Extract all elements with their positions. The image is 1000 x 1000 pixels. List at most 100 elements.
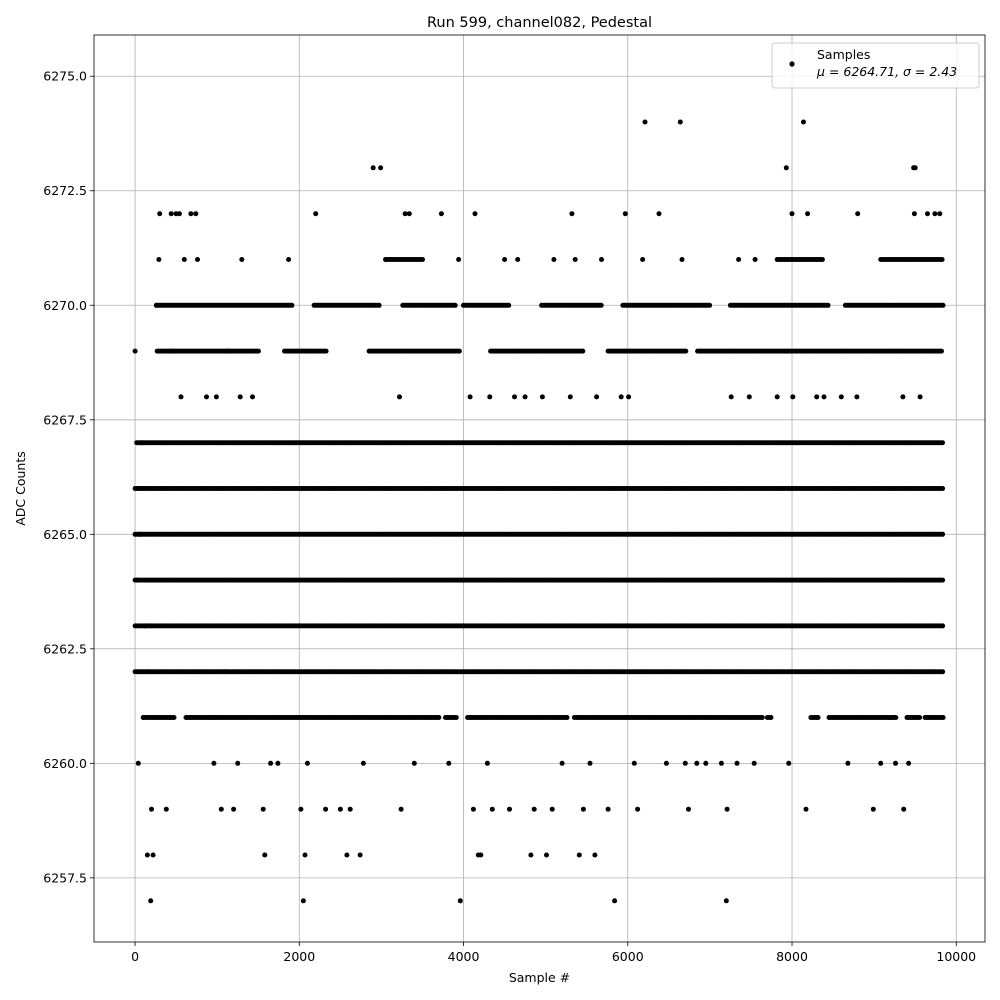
data-point — [378, 165, 384, 171]
data-point — [472, 211, 478, 217]
data-point — [618, 394, 624, 400]
data-point — [467, 394, 473, 400]
data-point — [626, 394, 632, 400]
data-point — [225, 348, 231, 354]
data-point — [640, 257, 646, 262]
axis-ticks: 0 2000 4000 6000 8000 10000 6257.5 6260.0 6262.5… — [43, 69, 976, 964]
data-point — [572, 257, 578, 262]
data-point — [723, 898, 729, 904]
y-tick-label: 6275.0 — [43, 69, 87, 84]
data-point — [683, 348, 689, 354]
data-point — [677, 119, 683, 125]
data-point — [140, 715, 146, 720]
data-point — [893, 715, 899, 720]
data-point — [181, 257, 187, 262]
y-tick-label: 6265.0 — [43, 527, 87, 542]
data-point — [150, 852, 156, 858]
data-point — [786, 760, 792, 766]
data-point — [940, 669, 946, 675]
data-point — [878, 760, 884, 766]
data-point — [838, 394, 844, 400]
data-point — [587, 760, 593, 766]
data-point — [213, 394, 219, 400]
data-point — [911, 211, 917, 217]
data-point — [940, 577, 946, 583]
x-tick-label: 10000 — [936, 949, 976, 964]
y-tick-label: 6272.5 — [43, 183, 87, 198]
data-point — [250, 394, 255, 400]
data-point — [275, 760, 281, 766]
data-point — [149, 806, 154, 812]
data-point — [718, 760, 724, 766]
data-point — [420, 257, 425, 262]
data-point — [917, 715, 923, 720]
data-point — [564, 715, 570, 720]
data-point — [156, 257, 162, 262]
data-point — [176, 211, 182, 217]
data-point — [528, 852, 534, 858]
data-point — [144, 852, 150, 858]
data-point — [663, 760, 669, 766]
data-point — [484, 760, 490, 766]
data-point — [724, 806, 730, 812]
data-point — [940, 302, 946, 308]
scatter-points — [132, 119, 946, 904]
data-point — [531, 806, 537, 812]
data-point — [135, 760, 141, 766]
data-point — [940, 623, 946, 629]
data-point — [313, 211, 319, 217]
data-point — [506, 302, 512, 308]
data-point — [360, 760, 366, 766]
data-point — [489, 806, 495, 812]
x-tick-label: 8000 — [776, 949, 808, 964]
data-point — [939, 348, 944, 354]
data-point — [286, 257, 292, 262]
data-point — [222, 669, 228, 675]
data-point — [411, 760, 417, 766]
data-point — [188, 211, 194, 217]
data-point — [845, 760, 851, 766]
data-point — [153, 302, 159, 308]
chart-title: Run 599, channel082, Pedestal — [427, 15, 652, 31]
data-point — [302, 852, 308, 858]
data-point — [605, 806, 611, 812]
data-point — [940, 715, 946, 720]
data-point — [576, 852, 582, 858]
data-point — [551, 257, 557, 262]
data-point — [347, 806, 353, 812]
data-point — [300, 898, 306, 904]
data-point — [139, 440, 145, 446]
data-point — [631, 760, 637, 766]
data-point — [656, 211, 662, 217]
data-point — [376, 302, 382, 308]
data-point — [163, 806, 169, 812]
data-point — [235, 760, 241, 766]
plot-area-frame — [93, 34, 986, 943]
data-point — [567, 394, 573, 400]
y-tick-label: 6260.0 — [43, 756, 87, 771]
data-point — [178, 394, 184, 400]
x-tick-label: 2000 — [283, 949, 315, 964]
data-point — [642, 119, 648, 125]
data-point — [167, 715, 173, 720]
data-point — [906, 760, 912, 766]
x-tick-label: 0 — [131, 949, 139, 964]
data-point — [925, 211, 930, 217]
data-point — [901, 806, 907, 812]
data-point — [939, 257, 945, 262]
data-point — [679, 257, 685, 262]
legend: Samples μ = 6264.71, σ = 2.43 — [771, 42, 980, 89]
data-point — [255, 348, 261, 354]
data-point — [507, 806, 512, 812]
data-point — [237, 394, 243, 400]
data-point — [734, 760, 740, 766]
data-point — [686, 806, 691, 812]
data-point — [544, 852, 549, 858]
data-point — [912, 165, 918, 171]
x-tick-label: 6000 — [612, 949, 644, 964]
x-axis-label: Sample # — [509, 970, 570, 985]
data-point — [142, 623, 148, 629]
data-point — [932, 211, 938, 217]
data-point — [559, 760, 565, 766]
